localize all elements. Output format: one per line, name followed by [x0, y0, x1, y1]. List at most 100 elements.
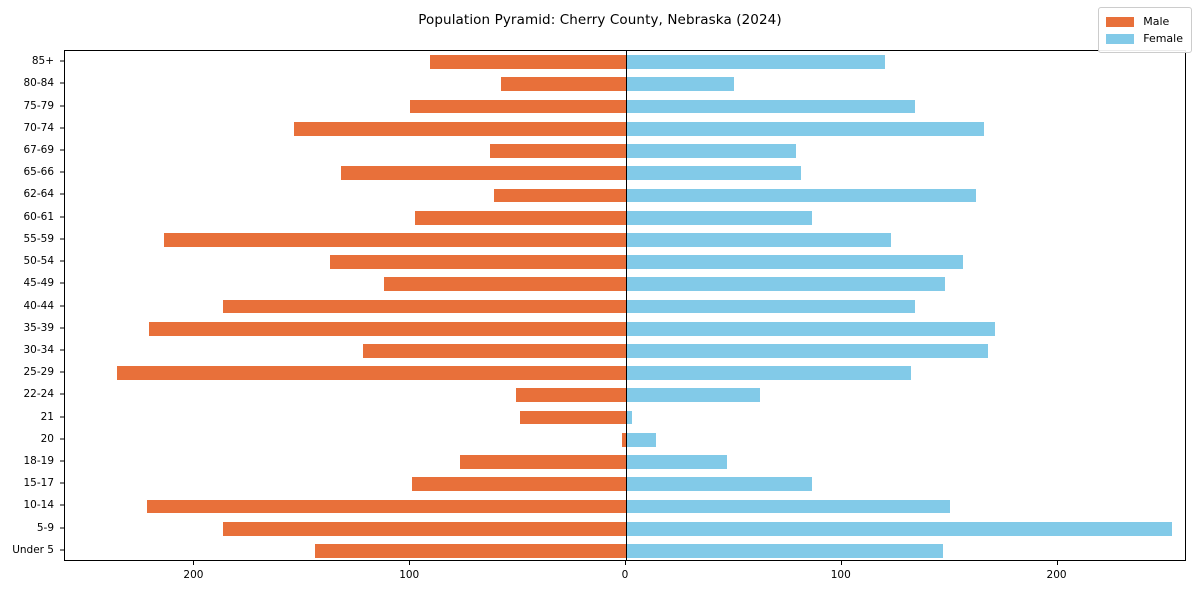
- y-tick-label: 40-44: [23, 299, 54, 312]
- bar-male: [341, 166, 626, 181]
- bar-row: [65, 499, 1185, 514]
- bar-female: [626, 388, 760, 403]
- x-tick-label: 0: [621, 569, 629, 581]
- y-tick-mark: [60, 82, 64, 84]
- bar-female: [626, 344, 989, 358]
- bar-row: [65, 432, 1185, 447]
- bar-female: [626, 232, 892, 247]
- bar-female: [626, 166, 801, 181]
- x-tick-label: 200: [183, 569, 204, 581]
- y-axis: Under 5 5-9 10-14 15-17 18-19 20 21 22-24 25-29 3…: [0, 50, 64, 561]
- y-tick-mark: [60, 527, 64, 529]
- bar-row: [65, 344, 1185, 358]
- y-tick-label: 85+: [31, 55, 54, 68]
- y-tick-mark: [60, 438, 64, 440]
- bars-layer: [65, 51, 1185, 560]
- y-tick-mark: [60, 260, 64, 262]
- y-tick-mark: [60, 371, 64, 373]
- y-tick-mark: [60, 460, 64, 462]
- y-tick-mark: [60, 193, 64, 195]
- y-tick-mark: [60, 416, 64, 418]
- bar-male: [149, 321, 626, 336]
- bar-female: [626, 299, 916, 314]
- bar-male: [384, 277, 626, 292]
- y-tick-label: 75-79: [23, 99, 54, 112]
- bar-male: [315, 544, 626, 558]
- y-tick-label: 10-14: [23, 499, 54, 512]
- x-tick-label: 100: [399, 569, 420, 581]
- bar-female: [626, 255, 963, 269]
- bar-row: [65, 388, 1185, 403]
- chart-title: Population Pyramid: Cherry County, Nebra…: [418, 12, 782, 28]
- y-tick-label: 15-17: [23, 477, 54, 490]
- bar-male: [222, 299, 626, 314]
- y-tick-mark: [60, 549, 64, 551]
- y-tick-label: 30-34: [23, 343, 54, 356]
- bar-row: [65, 255, 1185, 269]
- bar-male: [429, 55, 626, 69]
- bar-row: [65, 121, 1185, 136]
- y-tick-label: Under 5: [12, 543, 54, 556]
- bar-row: [65, 455, 1185, 469]
- bar-female: [626, 432, 657, 447]
- bar-female: [626, 410, 633, 425]
- x-tick-mark: [1056, 561, 1058, 565]
- y-tick-mark: [60, 171, 64, 173]
- bar-female: [626, 210, 812, 225]
- bar-male: [330, 255, 626, 269]
- y-tick-mark: [60, 60, 64, 62]
- y-tick-mark: [60, 238, 64, 240]
- y-tick-mark: [60, 149, 64, 151]
- bar-row: [65, 232, 1185, 247]
- x-tick-mark: [625, 561, 626, 565]
- bar-male: [500, 77, 626, 92]
- bar-male: [362, 344, 626, 358]
- bar-male: [146, 499, 626, 514]
- bar-female: [626, 544, 944, 558]
- bar-female: [626, 121, 985, 136]
- bar-row: [65, 366, 1185, 381]
- bar-male: [412, 477, 626, 492]
- bar-row: [65, 144, 1185, 158]
- y-tick-label: 18-19: [23, 455, 54, 468]
- bar-row: [65, 188, 1185, 203]
- bar-row: [65, 210, 1185, 225]
- y-tick-mark: [60, 305, 64, 306]
- bar-female: [626, 144, 797, 158]
- y-tick-label: 80-84: [23, 77, 54, 90]
- bar-female: [626, 499, 950, 514]
- bar-male: [621, 432, 626, 447]
- legend-label: Male: [1143, 15, 1170, 28]
- x-tick-label: 100: [830, 569, 851, 581]
- bar-male: [459, 455, 626, 469]
- y-tick-label: 55-59: [23, 232, 54, 245]
- legend-item: Male: [1106, 13, 1183, 30]
- y-tick-label: 22-24: [23, 388, 54, 401]
- y-tick-label: 20: [40, 432, 54, 445]
- legend-swatch-icon: [1106, 16, 1135, 27]
- legend-swatch-icon: [1106, 33, 1135, 44]
- bar-row: [65, 544, 1185, 558]
- bar-row: [65, 521, 1185, 536]
- bar-male: [164, 232, 626, 247]
- bar-male: [116, 366, 626, 381]
- y-tick-label: 62-64: [23, 188, 54, 201]
- bar-male: [490, 144, 626, 158]
- x-tick-label: 200: [1046, 569, 1067, 581]
- y-tick-mark: [60, 216, 64, 218]
- bar-female: [626, 277, 946, 292]
- y-tick-label: 70-74: [23, 121, 54, 134]
- bar-female: [626, 188, 976, 203]
- bar-female: [626, 77, 734, 92]
- x-tick-mark: [840, 561, 842, 565]
- bar-female: [626, 55, 885, 69]
- legend-label: Female: [1143, 32, 1183, 45]
- y-tick-label: 45-49: [23, 277, 54, 290]
- y-tick-label: 35-39: [23, 321, 54, 334]
- bar-male: [414, 210, 626, 225]
- chart-legend: Male Female: [1098, 7, 1192, 53]
- y-tick-label: 67-69: [23, 143, 54, 156]
- bar-row: [65, 55, 1185, 69]
- legend-item: Female: [1106, 30, 1183, 47]
